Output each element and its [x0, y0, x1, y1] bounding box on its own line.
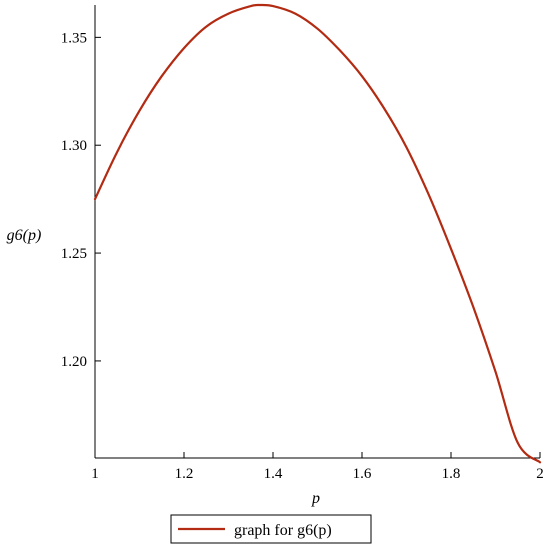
y-tick-label: 1.35 [61, 30, 87, 46]
x-tick-label: 1.2 [175, 466, 194, 482]
series-line [93, 3, 542, 464]
y-tick-label: 1.20 [61, 354, 87, 370]
x-tick-label: 1.6 [353, 466, 372, 482]
legend-label: graph for g6(p) [234, 522, 332, 539]
x-tick-label: 2 [536, 466, 544, 482]
axes [94, 5, 540, 459]
x-tick-label: 1.4 [264, 466, 283, 482]
x-tick-label: 1 [91, 466, 99, 482]
y-axis-title: g6(p) [7, 227, 42, 244]
y-tick-label: 1.25 [61, 246, 87, 262]
legend: graph for g6(p) [170, 514, 372, 544]
x-axis-title: p [311, 490, 320, 507]
y-tick-label: 1.30 [61, 138, 87, 154]
x-tick-label: 1.8 [442, 466, 461, 482]
legend-box [170, 514, 372, 544]
x-ticks: 1 1.2 1.4 1.6 1.8 2 [91, 452, 544, 482]
y-ticks: 1.20 1.25 1.30 1.35 [61, 30, 101, 370]
